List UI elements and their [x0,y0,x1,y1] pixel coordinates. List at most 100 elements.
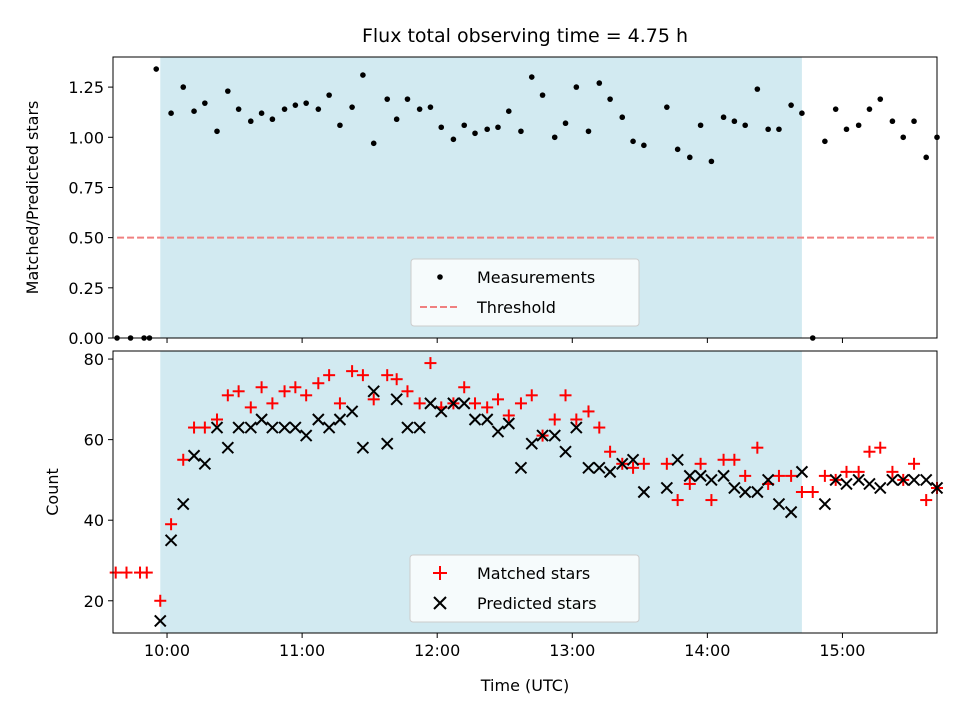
matched-star-point [660,457,673,470]
matched-star-point [346,365,359,378]
measurement-point [281,106,288,112]
matched-star-point [211,413,224,426]
predicted-star-point [312,413,325,426]
predicted-star-point [660,481,674,495]
measurement-point [900,134,907,141]
count-y-axis-label: Count [43,468,62,516]
measurement-point [551,134,558,141]
count-x-tick-label: 14:00 [684,641,730,660]
legend-measurements-marker [437,274,443,280]
count-x-tick-label: 15:00 [819,641,865,660]
matched-star-point [525,389,538,402]
matched-star-point [514,397,527,410]
measurement-point [168,110,174,116]
legend-threshold-label: Threshold [476,298,556,317]
ratio-legend: Measurements Threshold [410,258,640,327]
measurement-point [518,128,524,135]
matched-star-point [795,486,808,498]
ratio-y-tick-label: 1.00 [68,128,104,147]
matched-star-point [401,385,414,398]
measurement-point [370,140,377,147]
matched-star-point [604,445,617,458]
matched-star-point [188,421,201,434]
measurement-point [765,126,771,133]
matched-star-point [278,385,291,398]
measurement-point [235,106,242,112]
measurement-point [384,96,391,102]
matched-star-point [739,469,752,482]
measurement-point [776,126,782,133]
predicted-star-point [480,413,494,426]
measurement-point [822,138,828,145]
matched-star-point [333,397,346,410]
predicted-star-point [616,457,629,471]
count-x-ticks: 10:00 11:00 12:00 13:00 14:00 15:00 [144,633,865,660]
matched-star-point [683,477,696,490]
count-legend: Matched stars Predicted stars [409,554,640,623]
matched-star-point [390,373,403,386]
legend-matched-marker [433,566,447,580]
matched-star-point [570,413,583,426]
predicted-star-point [424,397,437,410]
measurement-point [505,108,512,114]
predicted-star-point [278,421,291,434]
measurement-point [585,128,592,135]
matched-star-point [874,441,887,454]
measurement-point [349,104,355,110]
matched-star-point [413,397,426,410]
predicted-star-point [761,473,775,487]
count-y-tick-label: 60 [84,431,104,450]
ratio-y-axis-label: Matched/Predicted stars [23,101,42,295]
matched-star-point [717,453,730,466]
measurement-point [191,108,197,114]
matched-star-point [255,381,268,394]
matched-star-point [381,369,394,382]
predicted-star-point [738,485,752,499]
measurement-point [923,154,929,161]
measurement-point [720,114,727,121]
ratio-y-tick-label: 0.75 [68,178,104,197]
matched-stars-points [109,357,943,607]
predicted-star-point [333,413,347,426]
predicted-star-point [570,421,583,434]
matched-star-point [785,469,798,482]
measurement-point [360,72,366,78]
predicted-star-point [728,481,741,495]
legend-measurements-label: Measurements [477,268,595,287]
measurement-point [866,106,873,112]
predicted-star-point [514,461,528,475]
matched-star-point [165,518,178,531]
ratio-y-tick-label: 1.25 [68,78,104,97]
predicted-star-point [840,477,853,491]
ratio-legend-box [410,258,640,327]
measurement-point [180,84,187,90]
measurement-point [877,96,884,102]
predicted-star-point [198,457,212,471]
predicted-star-point [299,429,313,442]
matched-star-point [671,494,684,507]
ratio-y-tick-label: 0.50 [68,229,104,248]
predicted-star-point [525,437,538,450]
measurement-point [630,138,636,145]
predicted-star-point [852,473,865,487]
matched-star-point [772,469,785,482]
predicted-star-point [177,497,190,511]
matched-star-point [244,401,257,414]
matched-star-point [198,421,211,434]
predicted-star-point [210,421,224,434]
matched-star-point [818,469,831,482]
ratio-x-ticks [166,338,843,343]
predicted-star-point [593,461,606,475]
predicted-star-point [502,417,515,430]
predicted-star-point [683,469,697,483]
predicted-star-point [874,481,887,495]
predicted-star-point [413,421,426,434]
predicted-star-point [491,425,505,438]
matched-star-point [548,413,561,426]
measurement-point [153,66,160,72]
matched-star-point [582,405,595,418]
predicted-star-point [919,473,933,487]
predicted-star-point [390,393,403,406]
ratio-panel-frame [112,56,938,339]
predicted-star-point [897,473,910,487]
